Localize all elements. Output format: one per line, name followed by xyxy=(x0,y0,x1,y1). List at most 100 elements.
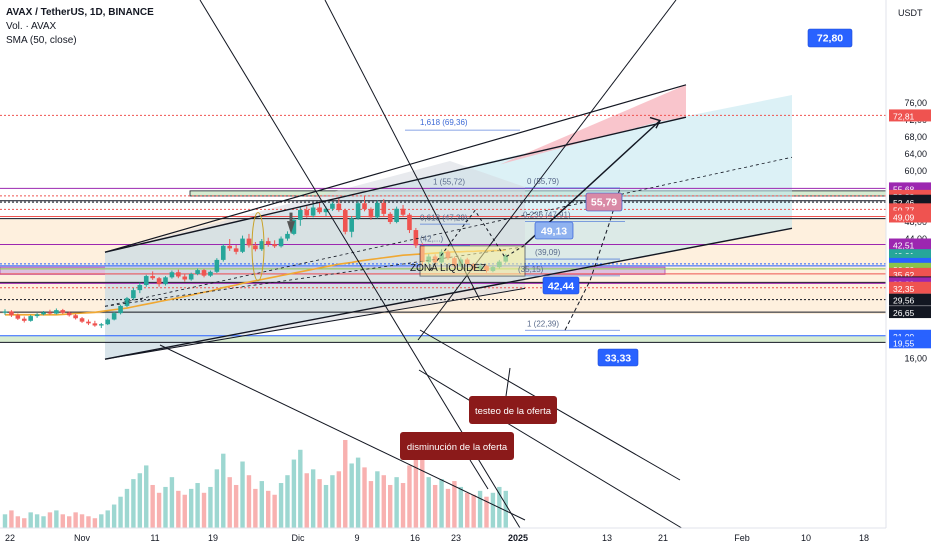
time-axis-tick: 16 xyxy=(410,533,420,543)
candle-body xyxy=(362,203,367,210)
fib-label: 1,618 (69,36) xyxy=(420,118,468,127)
time-axis-tick: 22 xyxy=(5,533,15,543)
candle-body xyxy=(92,323,98,326)
volume-bar xyxy=(503,490,508,528)
highlight-ellipse xyxy=(251,212,265,282)
price-axis-tick: 60,00 xyxy=(904,166,927,176)
fib-label: 1 (22,39) xyxy=(527,319,559,328)
price-label-tag xyxy=(889,238,931,251)
candle-body xyxy=(21,318,27,321)
annotation-pointer xyxy=(505,367,511,397)
candle-body xyxy=(214,259,220,272)
volume-bar xyxy=(201,492,207,528)
volume-bar xyxy=(452,481,457,528)
price-callout xyxy=(597,348,639,367)
candle-body xyxy=(317,207,322,213)
time-axis-tick: 13 xyxy=(602,533,612,543)
price-label-tag xyxy=(889,336,931,349)
candle-body xyxy=(124,298,130,306)
price-label-tag xyxy=(889,306,931,319)
volume-bar xyxy=(22,518,27,528)
volume-bar xyxy=(484,496,489,528)
price-callout xyxy=(807,28,853,48)
volume-bar xyxy=(118,496,123,528)
volume-bar xyxy=(188,488,194,528)
candle-body xyxy=(60,310,66,313)
price-callout xyxy=(534,221,574,240)
annotation-box xyxy=(400,432,514,460)
symbol-title[interactable]: AVAX / TetherUS, 1D, BINANCE xyxy=(6,7,154,18)
candle-body xyxy=(182,276,188,280)
demand-zone-low xyxy=(0,335,886,343)
price-callout-text: 55,79 xyxy=(591,197,617,209)
candle-body xyxy=(349,218,354,232)
price-label-text: 19,55 xyxy=(893,338,915,348)
volume-bar xyxy=(105,510,110,528)
volume-bar xyxy=(176,490,181,528)
fib-label: 0,618 (47,29) xyxy=(420,213,468,222)
price-callout xyxy=(542,276,580,295)
volume-bar xyxy=(266,490,271,528)
candle-body xyxy=(176,272,181,277)
volume-bar xyxy=(34,514,40,528)
time-axis-tick: Dic xyxy=(292,533,305,543)
price-axis-tick: 16,00 xyxy=(904,353,927,363)
volume-bar xyxy=(99,514,104,528)
volume-bar xyxy=(310,469,316,528)
channel-line xyxy=(104,227,793,360)
candle-body xyxy=(111,313,117,320)
volume-bar xyxy=(465,492,470,528)
volume-indicator-label[interactable]: Vol. · AVAX xyxy=(6,21,57,32)
price-axis-tick: 68,00 xyxy=(904,132,927,142)
volume-bar xyxy=(111,504,117,528)
trend-ray xyxy=(418,369,686,531)
price-label-tag xyxy=(889,210,931,223)
price-label-text: 55,68 xyxy=(893,184,915,194)
volume-bar xyxy=(169,477,175,528)
volume-bar xyxy=(137,473,143,528)
trend-channel xyxy=(105,161,525,360)
volume-bar xyxy=(445,488,451,528)
volume-bar xyxy=(304,473,309,528)
currency-label: USDT xyxy=(898,8,923,18)
fib-label: 0 (55,79) xyxy=(527,177,559,186)
candle-body xyxy=(47,312,53,314)
candle-body xyxy=(131,290,136,299)
liquidity-zone-box xyxy=(419,245,526,277)
volume-bar xyxy=(221,453,226,528)
candle-body xyxy=(86,321,91,324)
volume-bar xyxy=(182,494,187,528)
candle-body xyxy=(246,238,252,246)
channel-line xyxy=(104,287,526,360)
volume-bar xyxy=(317,479,322,528)
sma-indicator-label[interactable]: SMA (50, close) xyxy=(6,35,77,46)
candle-body xyxy=(41,312,46,315)
fib-label: 0,236 (47,91) xyxy=(523,211,571,220)
candle-body xyxy=(413,230,419,246)
volume-bar xyxy=(355,457,361,528)
volume-bar xyxy=(477,490,483,528)
volume-bar xyxy=(439,479,444,528)
candle-body xyxy=(381,202,387,214)
annotation-box xyxy=(469,396,557,424)
price-label-text: 35,62 xyxy=(893,270,915,280)
channel-line xyxy=(104,84,687,253)
candle-body xyxy=(407,214,412,231)
volume-bar xyxy=(432,484,438,528)
candle-body xyxy=(28,316,33,321)
candle-body xyxy=(375,202,380,218)
candle-body xyxy=(304,210,310,216)
annotation-pointer xyxy=(469,459,489,490)
volume-bar xyxy=(291,459,297,528)
volume-bar xyxy=(413,453,419,528)
volume-bar xyxy=(336,471,342,528)
price-callout-text: 49,13 xyxy=(541,226,567,238)
time-axis-tick: 9 xyxy=(354,533,359,543)
volume-bar xyxy=(349,463,354,528)
fib-label: 1 (55,72) xyxy=(433,177,465,186)
candle-body xyxy=(387,213,393,222)
candle-body xyxy=(54,310,59,314)
fib-label: (35,15) xyxy=(518,265,544,274)
channel-line xyxy=(104,116,687,253)
